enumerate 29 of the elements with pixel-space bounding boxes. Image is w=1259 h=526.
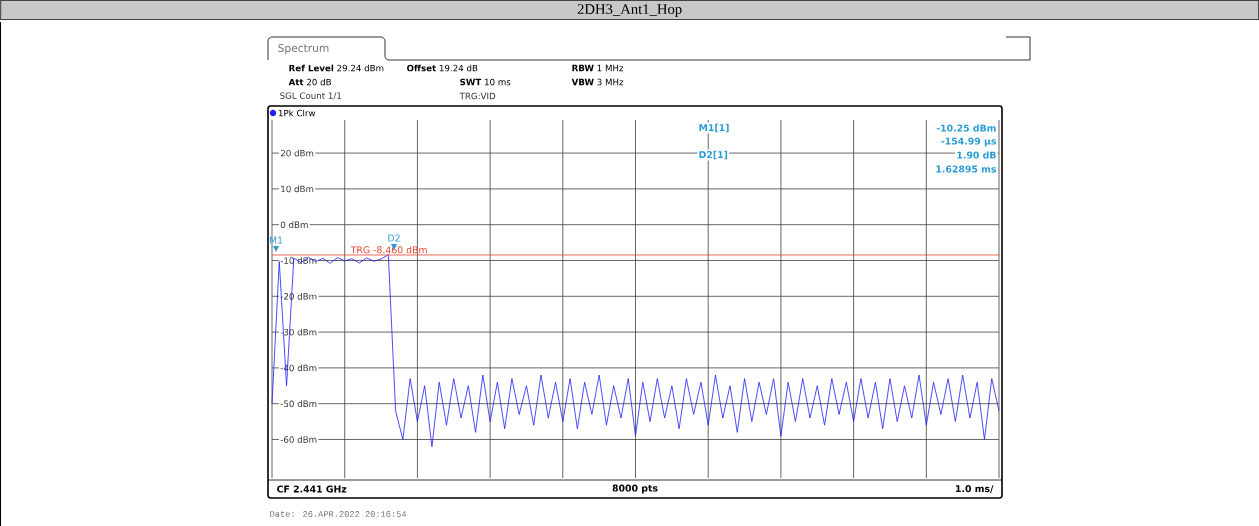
annotation: M1[1] [699, 123, 729, 133]
text: VBW 3 MHz [571, 78, 624, 86]
annotation: -10.25 dBm [936, 124, 996, 132]
text: Date: 26.APR.2022 20:16:54 [270, 511, 407, 517]
annotation: 1.62895 ms [936, 165, 996, 173]
y-tick-label: 0 dBm [280, 221, 308, 229]
line-series [271, 254, 1000, 448]
text: CF 2.441 GHz [277, 485, 347, 493]
annotation: 1.90 dB [957, 151, 996, 159]
text: 1.0 ms/ [955, 485, 994, 493]
annotation: D2 [388, 234, 400, 242]
chart-title: 2DH3_Ant1_Hop [577, 4, 682, 17]
annotation: M1 [269, 236, 283, 244]
y-tick-label: 10 dBm [281, 185, 314, 193]
y-tick-label: -60 dBm [280, 436, 317, 443]
text: Ref Level 29.24 dBm [289, 64, 384, 72]
text: 8000 pts [612, 484, 658, 494]
annotation: D2[1] [699, 150, 728, 160]
text: RBW 1 MHz [572, 64, 624, 72]
y-tick-label: -50 dBm [280, 400, 317, 408]
text: TRG:VID [459, 92, 496, 100]
text: SGL Count 1/1 [280, 92, 342, 100]
text: SWT 10 ms [460, 78, 511, 86]
y-tick-label: 20 dBm [280, 149, 314, 157]
text: Spectrum [278, 43, 329, 55]
annotation: -154.99 µs [941, 137, 996, 147]
text: Offset 19.24 dB [407, 64, 478, 72]
text: Att 20 dB [288, 78, 331, 86]
legend-label: 1Pk Clrw [278, 109, 316, 117]
